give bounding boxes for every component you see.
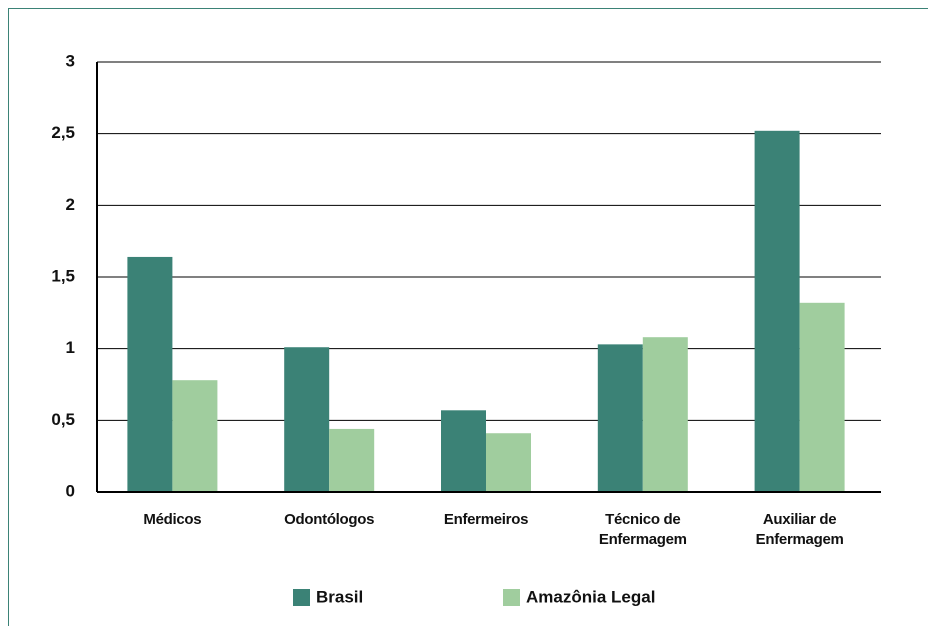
legend-label: Amazônia Legal (526, 587, 655, 606)
x-tick-label: Médicos (143, 511, 202, 528)
bar (172, 380, 218, 492)
x-tick-label: Odontólogos (284, 511, 375, 528)
bar (799, 302, 845, 492)
bar (127, 256, 173, 492)
y-tick-label: 0,5 (51, 410, 75, 429)
y-tick-label: 1,5 (51, 266, 75, 285)
x-tick-label: Auxiliar de Enfermagem (755, 511, 844, 548)
bar (284, 347, 330, 492)
frame (8, 8, 928, 626)
bar (486, 433, 531, 492)
bar (441, 410, 486, 492)
legend-swatch (293, 589, 310, 606)
y-tick-label: 2,5 (51, 123, 75, 142)
bar (597, 344, 643, 492)
x-tick-label: Enfermeiros (443, 511, 529, 528)
legend-label: Brasil (316, 587, 363, 606)
y-tick-label: 0 (66, 481, 75, 500)
bar (754, 130, 800, 493)
y-tick-label: 3 (66, 51, 75, 70)
y-tick-label: 2 (66, 195, 75, 214)
y-tick-label: 1 (66, 338, 75, 357)
bar (329, 428, 375, 492)
bar (642, 337, 688, 492)
x-tick-label: Técnico de Enfermagem (598, 511, 687, 548)
legend-swatch (503, 589, 520, 606)
